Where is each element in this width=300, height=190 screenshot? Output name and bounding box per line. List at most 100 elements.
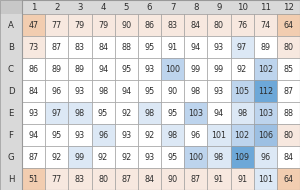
Text: 98: 98 [191, 86, 201, 96]
Bar [115, 124, 138, 146]
Bar [45, 102, 68, 124]
Text: 95: 95 [167, 108, 178, 117]
Bar [45, 168, 68, 190]
Bar [161, 36, 184, 58]
Text: 103: 103 [258, 108, 273, 117]
Text: 85: 85 [284, 64, 293, 74]
Text: 93: 93 [144, 64, 154, 74]
Bar [68, 146, 92, 168]
Bar [277, 14, 300, 36]
Bar [254, 102, 277, 124]
Bar [254, 124, 277, 146]
Bar [68, 124, 92, 146]
Text: 93: 93 [144, 153, 154, 162]
Text: 97: 97 [52, 108, 62, 117]
Text: 95: 95 [121, 64, 131, 74]
Text: 101: 101 [212, 131, 226, 139]
Text: 90: 90 [167, 86, 178, 96]
Text: 102: 102 [235, 131, 250, 139]
Bar [207, 80, 230, 102]
Bar [277, 168, 300, 190]
Text: 87: 87 [284, 86, 293, 96]
Bar [68, 102, 92, 124]
Bar [92, 146, 115, 168]
Text: 7: 7 [170, 2, 175, 12]
Bar [161, 102, 184, 124]
Bar [22, 168, 45, 190]
Bar [68, 168, 92, 190]
Bar [207, 14, 230, 36]
Text: 95: 95 [98, 108, 108, 117]
Text: 83: 83 [168, 21, 178, 29]
Bar [230, 80, 254, 102]
Bar [138, 58, 161, 80]
Bar [92, 14, 115, 36]
Bar [0, 14, 22, 190]
Text: 11: 11 [260, 2, 271, 12]
Text: 102: 102 [258, 64, 273, 74]
Bar [254, 36, 277, 58]
Bar [115, 146, 138, 168]
Bar [254, 168, 277, 190]
Bar [115, 14, 138, 36]
Text: 92: 92 [121, 153, 131, 162]
Text: 89: 89 [52, 64, 62, 74]
Bar [230, 36, 254, 58]
Text: 87: 87 [191, 174, 201, 184]
Text: 79: 79 [98, 21, 108, 29]
Text: 93: 93 [75, 131, 85, 139]
Bar [92, 102, 115, 124]
Bar [22, 58, 45, 80]
Bar [115, 102, 138, 124]
Text: 80: 80 [214, 21, 224, 29]
Text: 99: 99 [190, 64, 201, 74]
Text: 91: 91 [167, 43, 178, 51]
Text: 95: 95 [144, 43, 154, 51]
Bar [92, 168, 115, 190]
Text: 99: 99 [75, 153, 85, 162]
Bar [22, 0, 300, 14]
Bar [22, 14, 45, 36]
Bar [230, 58, 254, 80]
Bar [184, 102, 207, 124]
Text: 4: 4 [100, 2, 106, 12]
Text: 100: 100 [188, 153, 203, 162]
Text: 10: 10 [237, 2, 248, 12]
Text: 97: 97 [237, 43, 247, 51]
Bar [115, 168, 138, 190]
Text: 98: 98 [144, 108, 154, 117]
Bar [254, 14, 277, 36]
Bar [68, 14, 92, 36]
Text: 96: 96 [98, 131, 108, 139]
Bar [22, 124, 45, 146]
Bar [184, 146, 207, 168]
Text: E: E [8, 108, 14, 117]
Bar [45, 36, 68, 58]
Bar [277, 58, 300, 80]
Bar [184, 168, 207, 190]
Text: 8: 8 [193, 2, 199, 12]
Text: 95: 95 [52, 131, 62, 139]
Text: 96: 96 [260, 153, 270, 162]
Bar [161, 80, 184, 102]
Text: 1: 1 [31, 2, 36, 12]
Bar [184, 58, 207, 80]
Bar [230, 146, 254, 168]
Text: 51: 51 [28, 174, 39, 184]
Text: 92: 92 [121, 108, 131, 117]
Text: 9: 9 [216, 2, 222, 12]
Bar [115, 58, 138, 80]
Text: 88: 88 [121, 43, 131, 51]
Text: 3: 3 [77, 2, 83, 12]
Text: 84: 84 [98, 43, 108, 51]
Text: 101: 101 [258, 174, 273, 184]
Bar [230, 14, 254, 36]
Text: 76: 76 [237, 21, 247, 29]
Bar [161, 58, 184, 80]
Bar [207, 168, 230, 190]
Text: 100: 100 [165, 64, 180, 74]
Bar [207, 146, 230, 168]
Bar [22, 80, 45, 102]
Text: 94: 94 [98, 64, 108, 74]
Bar [161, 146, 184, 168]
